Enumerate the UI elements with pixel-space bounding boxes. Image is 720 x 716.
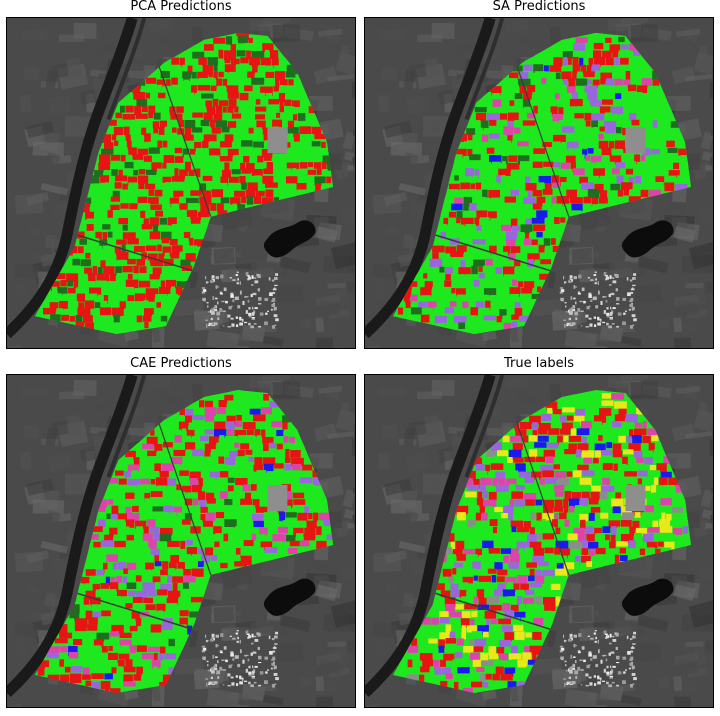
roads (424, 414, 570, 636)
building (267, 485, 288, 511)
classified-fields (392, 390, 692, 693)
classified-fields (392, 32, 692, 335)
lake (263, 578, 316, 616)
pca-prediction-map (6, 17, 356, 349)
true-labels-map (364, 374, 714, 708)
classified-fields (34, 390, 334, 693)
panel-title: SA Predictions (492, 0, 586, 14)
panel-true-labels: True labels (364, 356, 714, 708)
river (365, 18, 496, 339)
river (365, 375, 496, 698)
roads (66, 414, 212, 636)
river (7, 375, 138, 698)
town-area (559, 630, 637, 688)
roads (66, 57, 212, 278)
building (267, 127, 288, 154)
panel-pca: PCA Predictions (6, 0, 356, 349)
lake (621, 220, 674, 258)
cae-prediction-map (6, 374, 356, 708)
sa-prediction-map (364, 17, 714, 349)
panel-sa: SA Predictions (364, 0, 714, 349)
town-area (201, 630, 279, 688)
classified-fields (34, 32, 334, 335)
panel-title: PCA Predictions (130, 0, 232, 14)
town-area (559, 271, 637, 329)
building (625, 127, 646, 154)
lake (621, 578, 674, 616)
town-area (201, 271, 279, 329)
panel-title: CAE Predictions (130, 356, 232, 371)
roads (424, 57, 570, 278)
panel-title: True labels (504, 356, 574, 371)
panel-cae: CAE Predictions (6, 356, 356, 708)
river (7, 18, 138, 339)
building (625, 485, 646, 511)
lake (263, 220, 316, 258)
